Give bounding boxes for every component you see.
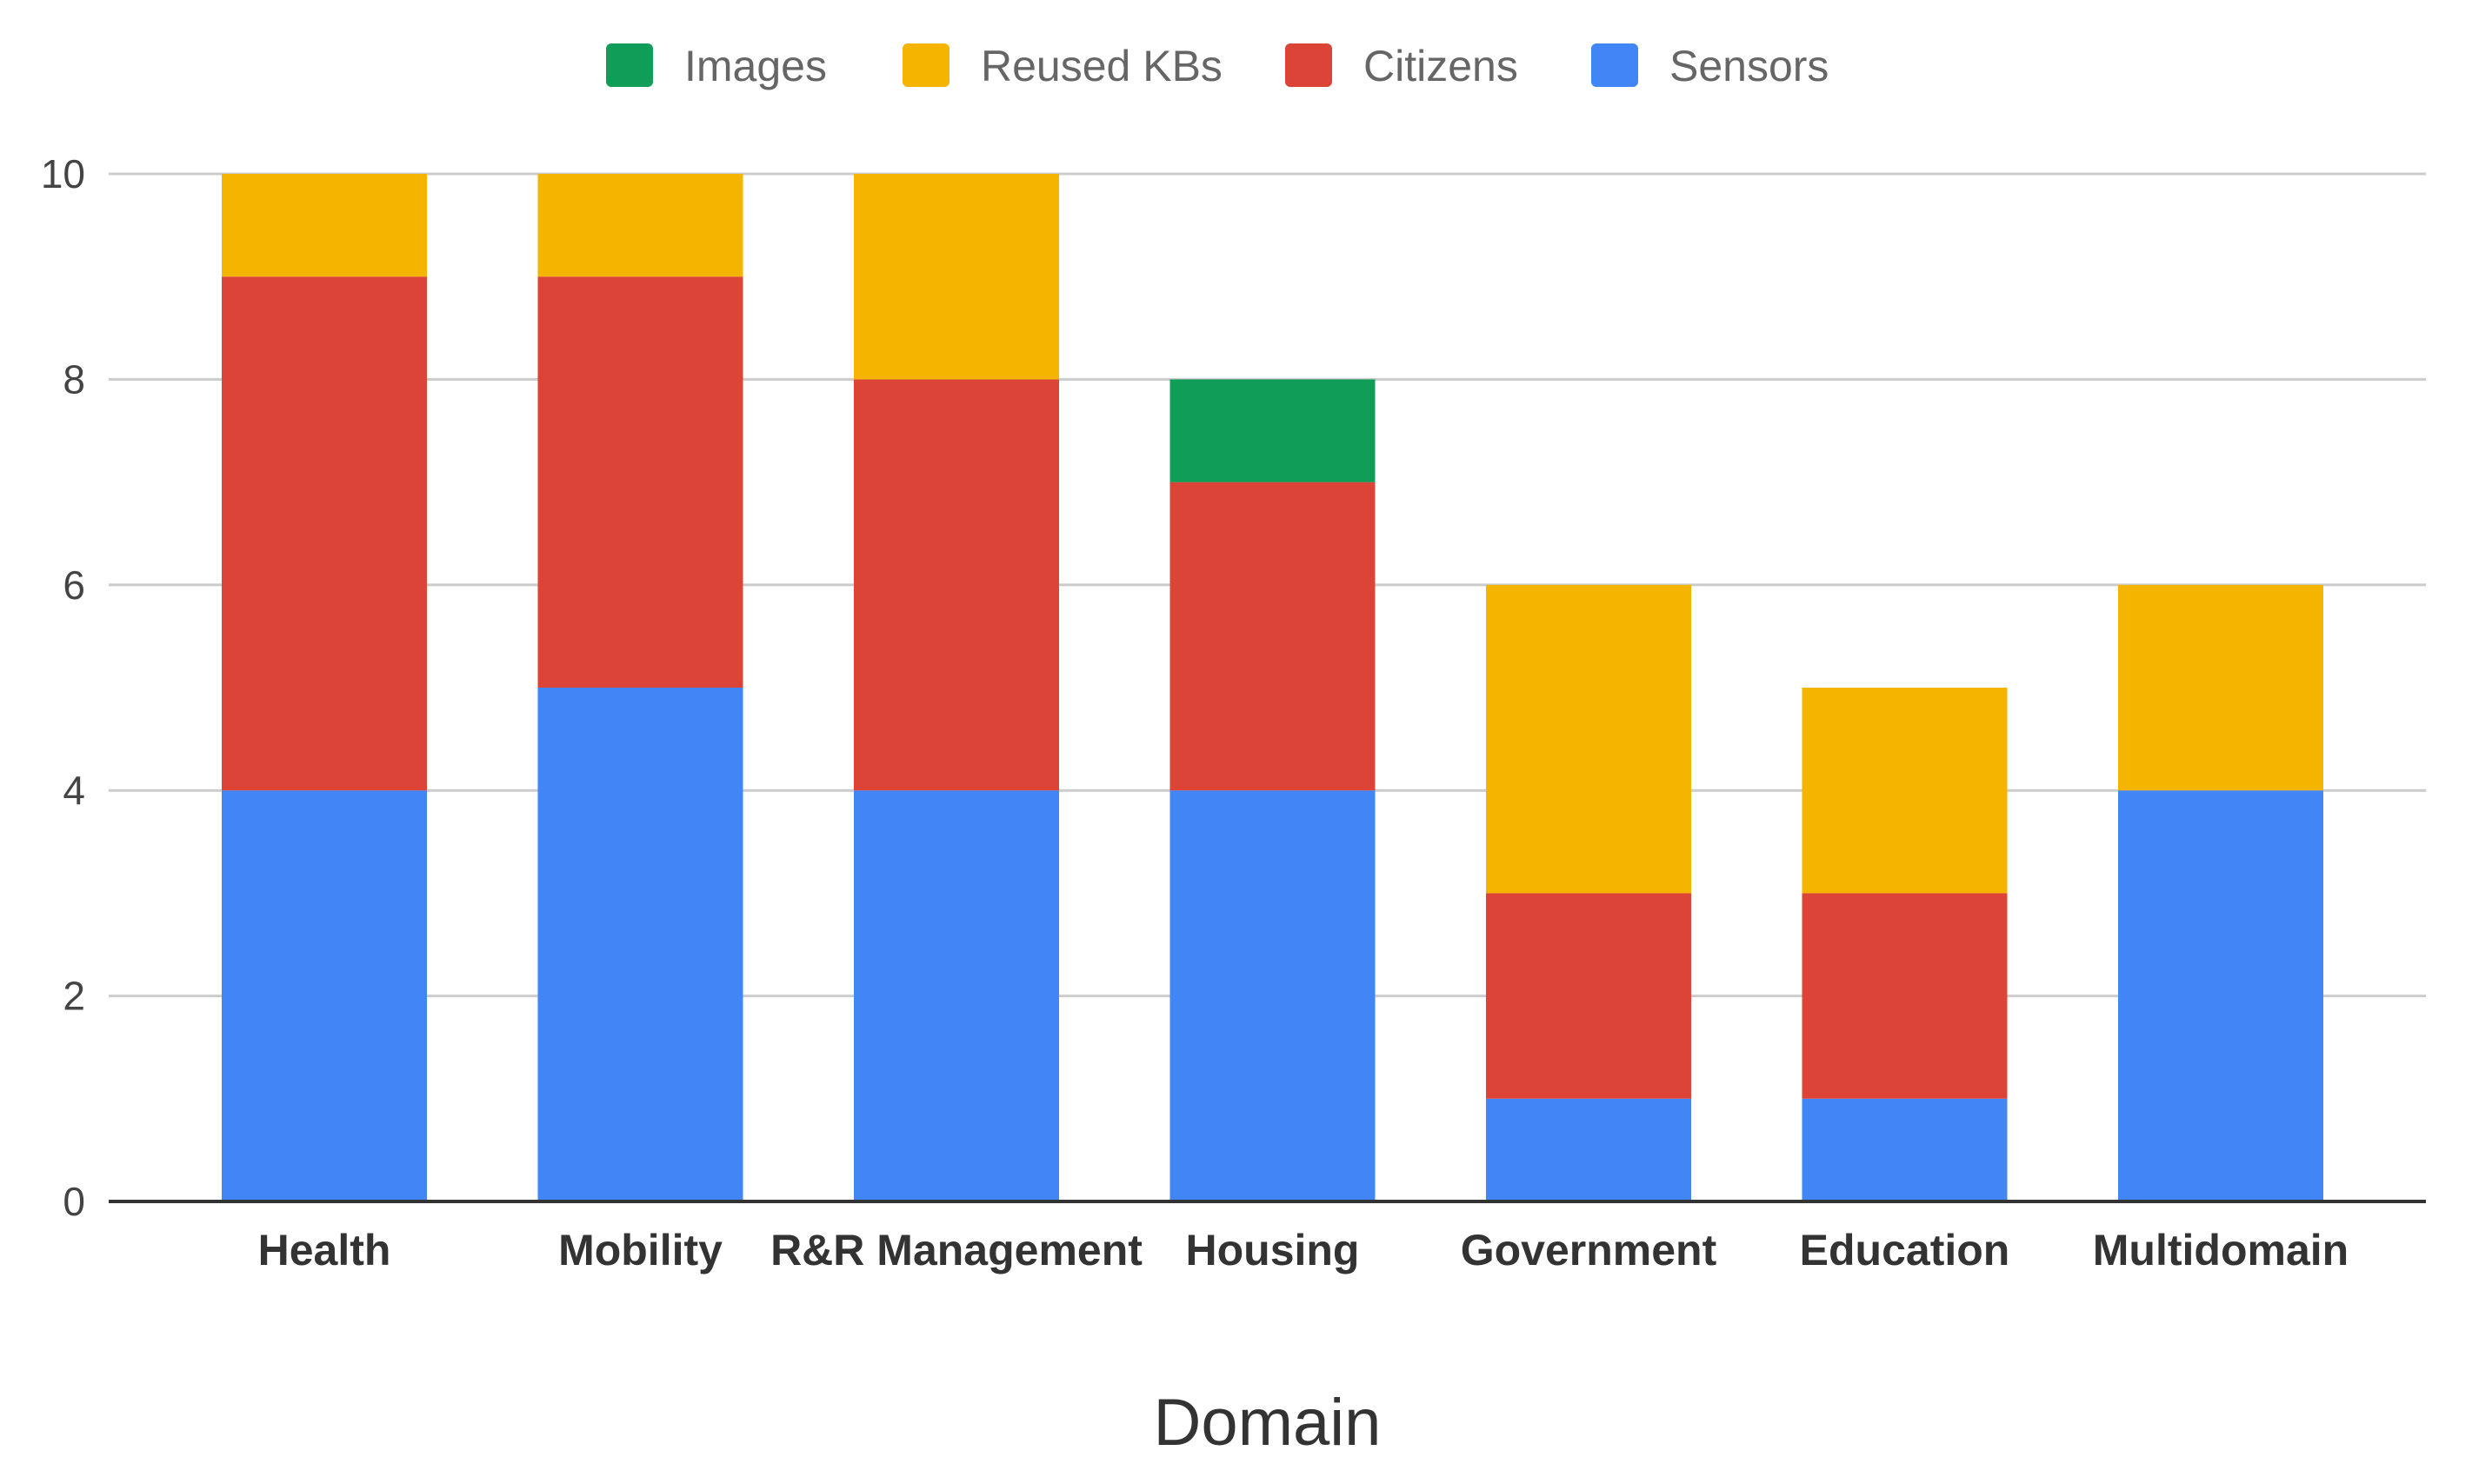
bar-government-citizens bbox=[1486, 893, 1691, 1099]
bar-mobility-citizens bbox=[537, 276, 743, 688]
bar-education-citizens bbox=[1802, 893, 2008, 1099]
bar-government-reused-kbs bbox=[1486, 584, 1691, 894]
bar-government-sensors bbox=[1486, 1098, 1691, 1201]
bar-randr-management-reused-kbs bbox=[854, 174, 1059, 380]
y-tick-label-8: 8 bbox=[63, 356, 85, 402]
y-tick-label-0: 0 bbox=[63, 1179, 85, 1224]
legend-swatch-citizens bbox=[1285, 43, 1332, 87]
x-tick-label-government: Government bbox=[1461, 1226, 1717, 1274]
x-axis-ticks: Health Mobility R&R Management Housing Gover… bbox=[258, 1226, 2349, 1274]
y-tick-label-2: 2 bbox=[63, 974, 85, 1019]
x-tick-label-health: Health bbox=[258, 1226, 391, 1274]
bar-housing-images bbox=[1169, 379, 1376, 482]
x-tick-label-mobility: Mobility bbox=[558, 1226, 723, 1274]
legend-item-sensors: Sensors bbox=[1591, 42, 1829, 90]
x-tick-label-multidomain: Multidomain bbox=[2093, 1226, 2349, 1274]
bar-randr-management-sensors bbox=[854, 790, 1059, 1201]
bar-education-reused-kbs bbox=[1802, 688, 2008, 894]
legend-label-reused-kbs: Reused KBs bbox=[981, 42, 1223, 90]
x-tick-label-housing: Housing bbox=[1186, 1226, 1360, 1274]
legend-swatch-reused-kbs bbox=[903, 43, 949, 87]
legend-label-citizens: Citizens bbox=[1363, 42, 1518, 90]
x-axis-title: Domain bbox=[1154, 1386, 1382, 1460]
legend: Images Reused KBs Citizens Sensors bbox=[606, 42, 1829, 90]
bar-health-citizens bbox=[222, 276, 427, 791]
bar-randr-management-citizens bbox=[854, 379, 1059, 791]
y-tick-label-6: 6 bbox=[63, 562, 85, 608]
bar-mobility-sensors bbox=[537, 688, 743, 1201]
legend-swatch-images bbox=[606, 43, 653, 87]
bar-health-reused-kbs bbox=[222, 174, 427, 277]
legend-item-citizens: Citizens bbox=[1285, 42, 1518, 90]
bar-housing-sensors bbox=[1169, 790, 1376, 1201]
legend-label-images: Images bbox=[684, 42, 827, 90]
bars bbox=[222, 174, 2323, 1201]
bar-mobility-reused-kbs bbox=[537, 174, 743, 277]
x-tick-label-education: Education bbox=[1800, 1226, 2010, 1274]
bar-multidomain-reused-kbs bbox=[2118, 584, 2323, 791]
legend-label-sensors: Sensors bbox=[1669, 42, 1829, 90]
x-tick-label-randr-management: R&R Management bbox=[770, 1226, 1143, 1274]
bar-health-sensors bbox=[222, 790, 427, 1201]
legend-item-images: Images bbox=[606, 42, 827, 90]
bar-housing-citizens bbox=[1169, 482, 1376, 791]
bar-multidomain-sensors bbox=[2118, 790, 2323, 1201]
y-tick-label-4: 4 bbox=[63, 768, 85, 813]
bar-education-sensors bbox=[1802, 1098, 2008, 1201]
legend-swatch-sensors bbox=[1591, 43, 1638, 87]
legend-item-reused-kbs: Reused KBs bbox=[903, 42, 1223, 90]
y-tick-label-10: 10 bbox=[41, 151, 85, 196]
y-axis-ticks: 0 2 4 6 8 10 bbox=[41, 151, 85, 1224]
